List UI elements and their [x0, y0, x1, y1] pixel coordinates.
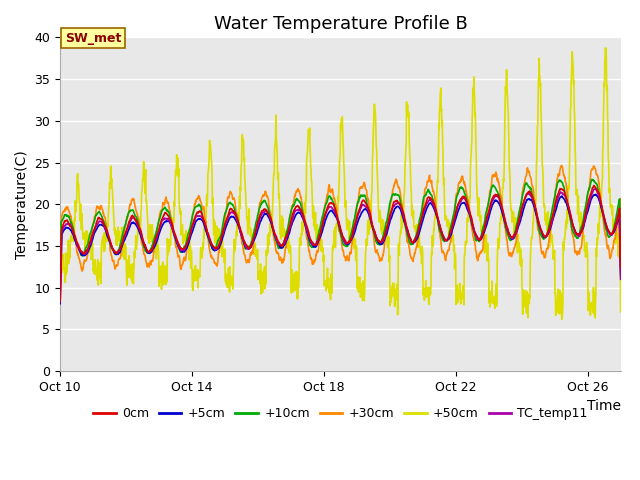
- 0cm: [617, 265, 625, 271]
- Title: Water Temperature Profile B: Water Temperature Profile B: [214, 15, 467, 33]
- +50cm: [56, 265, 64, 271]
- +10cm: [588, 177, 596, 182]
- Line: +50cm: +50cm: [60, 48, 621, 319]
- 0cm: [56, 299, 64, 304]
- +30cm: [56, 298, 64, 303]
- 0cm: [493, 192, 501, 197]
- +30cm: [557, 163, 565, 168]
- 0cm: [180, 245, 188, 251]
- +10cm: [56, 284, 64, 290]
- TC_temp11: [196, 214, 204, 219]
- +5cm: [72, 239, 79, 245]
- TC_temp11: [56, 292, 64, 298]
- +10cm: [148, 242, 156, 248]
- TC_temp11: [357, 205, 365, 211]
- +50cm: [602, 45, 609, 51]
- 0cm: [148, 245, 156, 251]
- +5cm: [56, 301, 64, 307]
- +10cm: [357, 192, 365, 198]
- Line: +30cm: +30cm: [60, 166, 621, 300]
- X-axis label: Time: Time: [587, 399, 621, 413]
- Line: +10cm: +10cm: [60, 180, 621, 287]
- 0cm: [72, 235, 79, 241]
- Line: TC_temp11: TC_temp11: [60, 189, 621, 295]
- +10cm: [493, 189, 501, 194]
- TC_temp11: [493, 193, 501, 199]
- Line: 0cm: 0cm: [60, 186, 621, 301]
- 0cm: [590, 183, 598, 189]
- Legend: 0cm, +5cm, +10cm, +30cm, +50cm, TC_temp11: 0cm, +5cm, +10cm, +30cm, +50cm, TC_temp1…: [88, 402, 593, 425]
- TC_temp11: [180, 247, 188, 252]
- +30cm: [72, 237, 79, 242]
- +50cm: [196, 259, 204, 265]
- Line: +5cm: +5cm: [60, 194, 621, 304]
- +10cm: [617, 268, 625, 274]
- +50cm: [72, 205, 79, 211]
- +5cm: [493, 198, 501, 204]
- +50cm: [357, 285, 365, 290]
- +30cm: [180, 254, 188, 260]
- +30cm: [148, 257, 156, 263]
- +30cm: [196, 198, 204, 204]
- 0cm: [196, 208, 204, 214]
- TC_temp11: [72, 236, 79, 242]
- +5cm: [617, 273, 625, 278]
- +30cm: [493, 178, 501, 183]
- +50cm: [493, 258, 501, 264]
- TC_temp11: [148, 246, 156, 252]
- +50cm: [617, 309, 625, 315]
- +10cm: [180, 243, 188, 249]
- +5cm: [148, 248, 156, 253]
- TC_temp11: [592, 186, 600, 192]
- +5cm: [180, 249, 188, 254]
- +50cm: [558, 316, 566, 322]
- +10cm: [72, 239, 79, 244]
- TC_temp11: [617, 276, 625, 282]
- Text: SW_met: SW_met: [65, 32, 122, 45]
- +5cm: [357, 211, 365, 216]
- +30cm: [357, 185, 365, 191]
- Y-axis label: Temperature(C): Temperature(C): [15, 150, 29, 259]
- +5cm: [592, 192, 600, 197]
- 0cm: [357, 201, 365, 207]
- +50cm: [180, 235, 188, 240]
- +30cm: [617, 239, 625, 245]
- +10cm: [196, 203, 204, 209]
- +50cm: [148, 222, 156, 228]
- +5cm: [196, 216, 204, 222]
